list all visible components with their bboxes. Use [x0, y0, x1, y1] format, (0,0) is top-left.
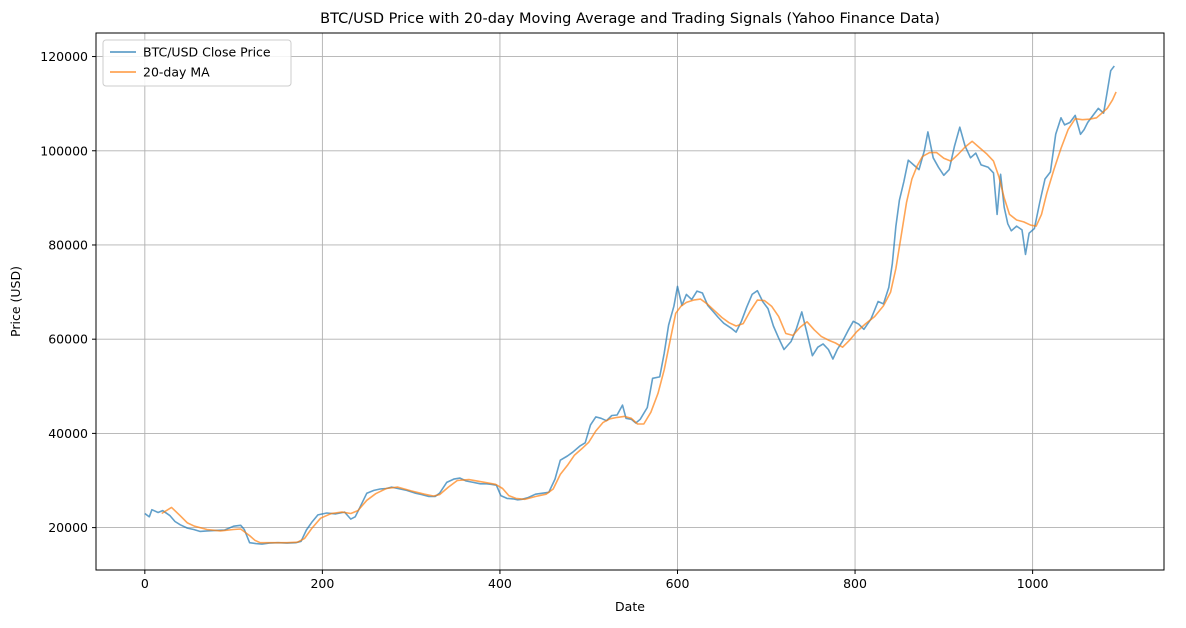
legend-label: 20-day MA	[143, 65, 210, 80]
chart-title: BTC/USD Price with 20-day Moving Average…	[320, 11, 940, 27]
x-tick-label: 400	[488, 576, 512, 591]
x-tick-label: 0	[141, 576, 149, 591]
x-tick-label: 1000	[1017, 576, 1049, 591]
series-line-moving-average	[161, 91, 1117, 544]
legend: BTC/USD Close Price 20-day MA	[102, 39, 292, 87]
y-tick-label: 40000	[48, 426, 88, 441]
y-tick-label: 120000	[40, 49, 88, 64]
ticks-layer: 0 200 400 600 800 1000 20000 40000 60000 80000 100…	[40, 49, 1048, 591]
x-axis-label: Date	[615, 599, 645, 614]
y-axis-label: Price (USD)	[8, 266, 23, 337]
series-layer	[144, 65, 1117, 545]
x-tick-label: 200	[310, 576, 334, 591]
y-tick-label: 60000	[48, 332, 88, 347]
legend-box	[102, 39, 292, 87]
grid-layer	[96, 33, 1164, 570]
series-line-close-price	[144, 65, 1115, 545]
plot-frame	[95, 32, 1165, 571]
x-tick-label: 800	[843, 576, 867, 591]
x-tick-label: 600	[666, 576, 690, 591]
y-tick-label: 20000	[48, 520, 88, 535]
y-tick-label: 80000	[48, 237, 88, 252]
y-tick-label: 100000	[40, 143, 88, 158]
legend-label: BTC/USD Close Price	[143, 45, 271, 60]
